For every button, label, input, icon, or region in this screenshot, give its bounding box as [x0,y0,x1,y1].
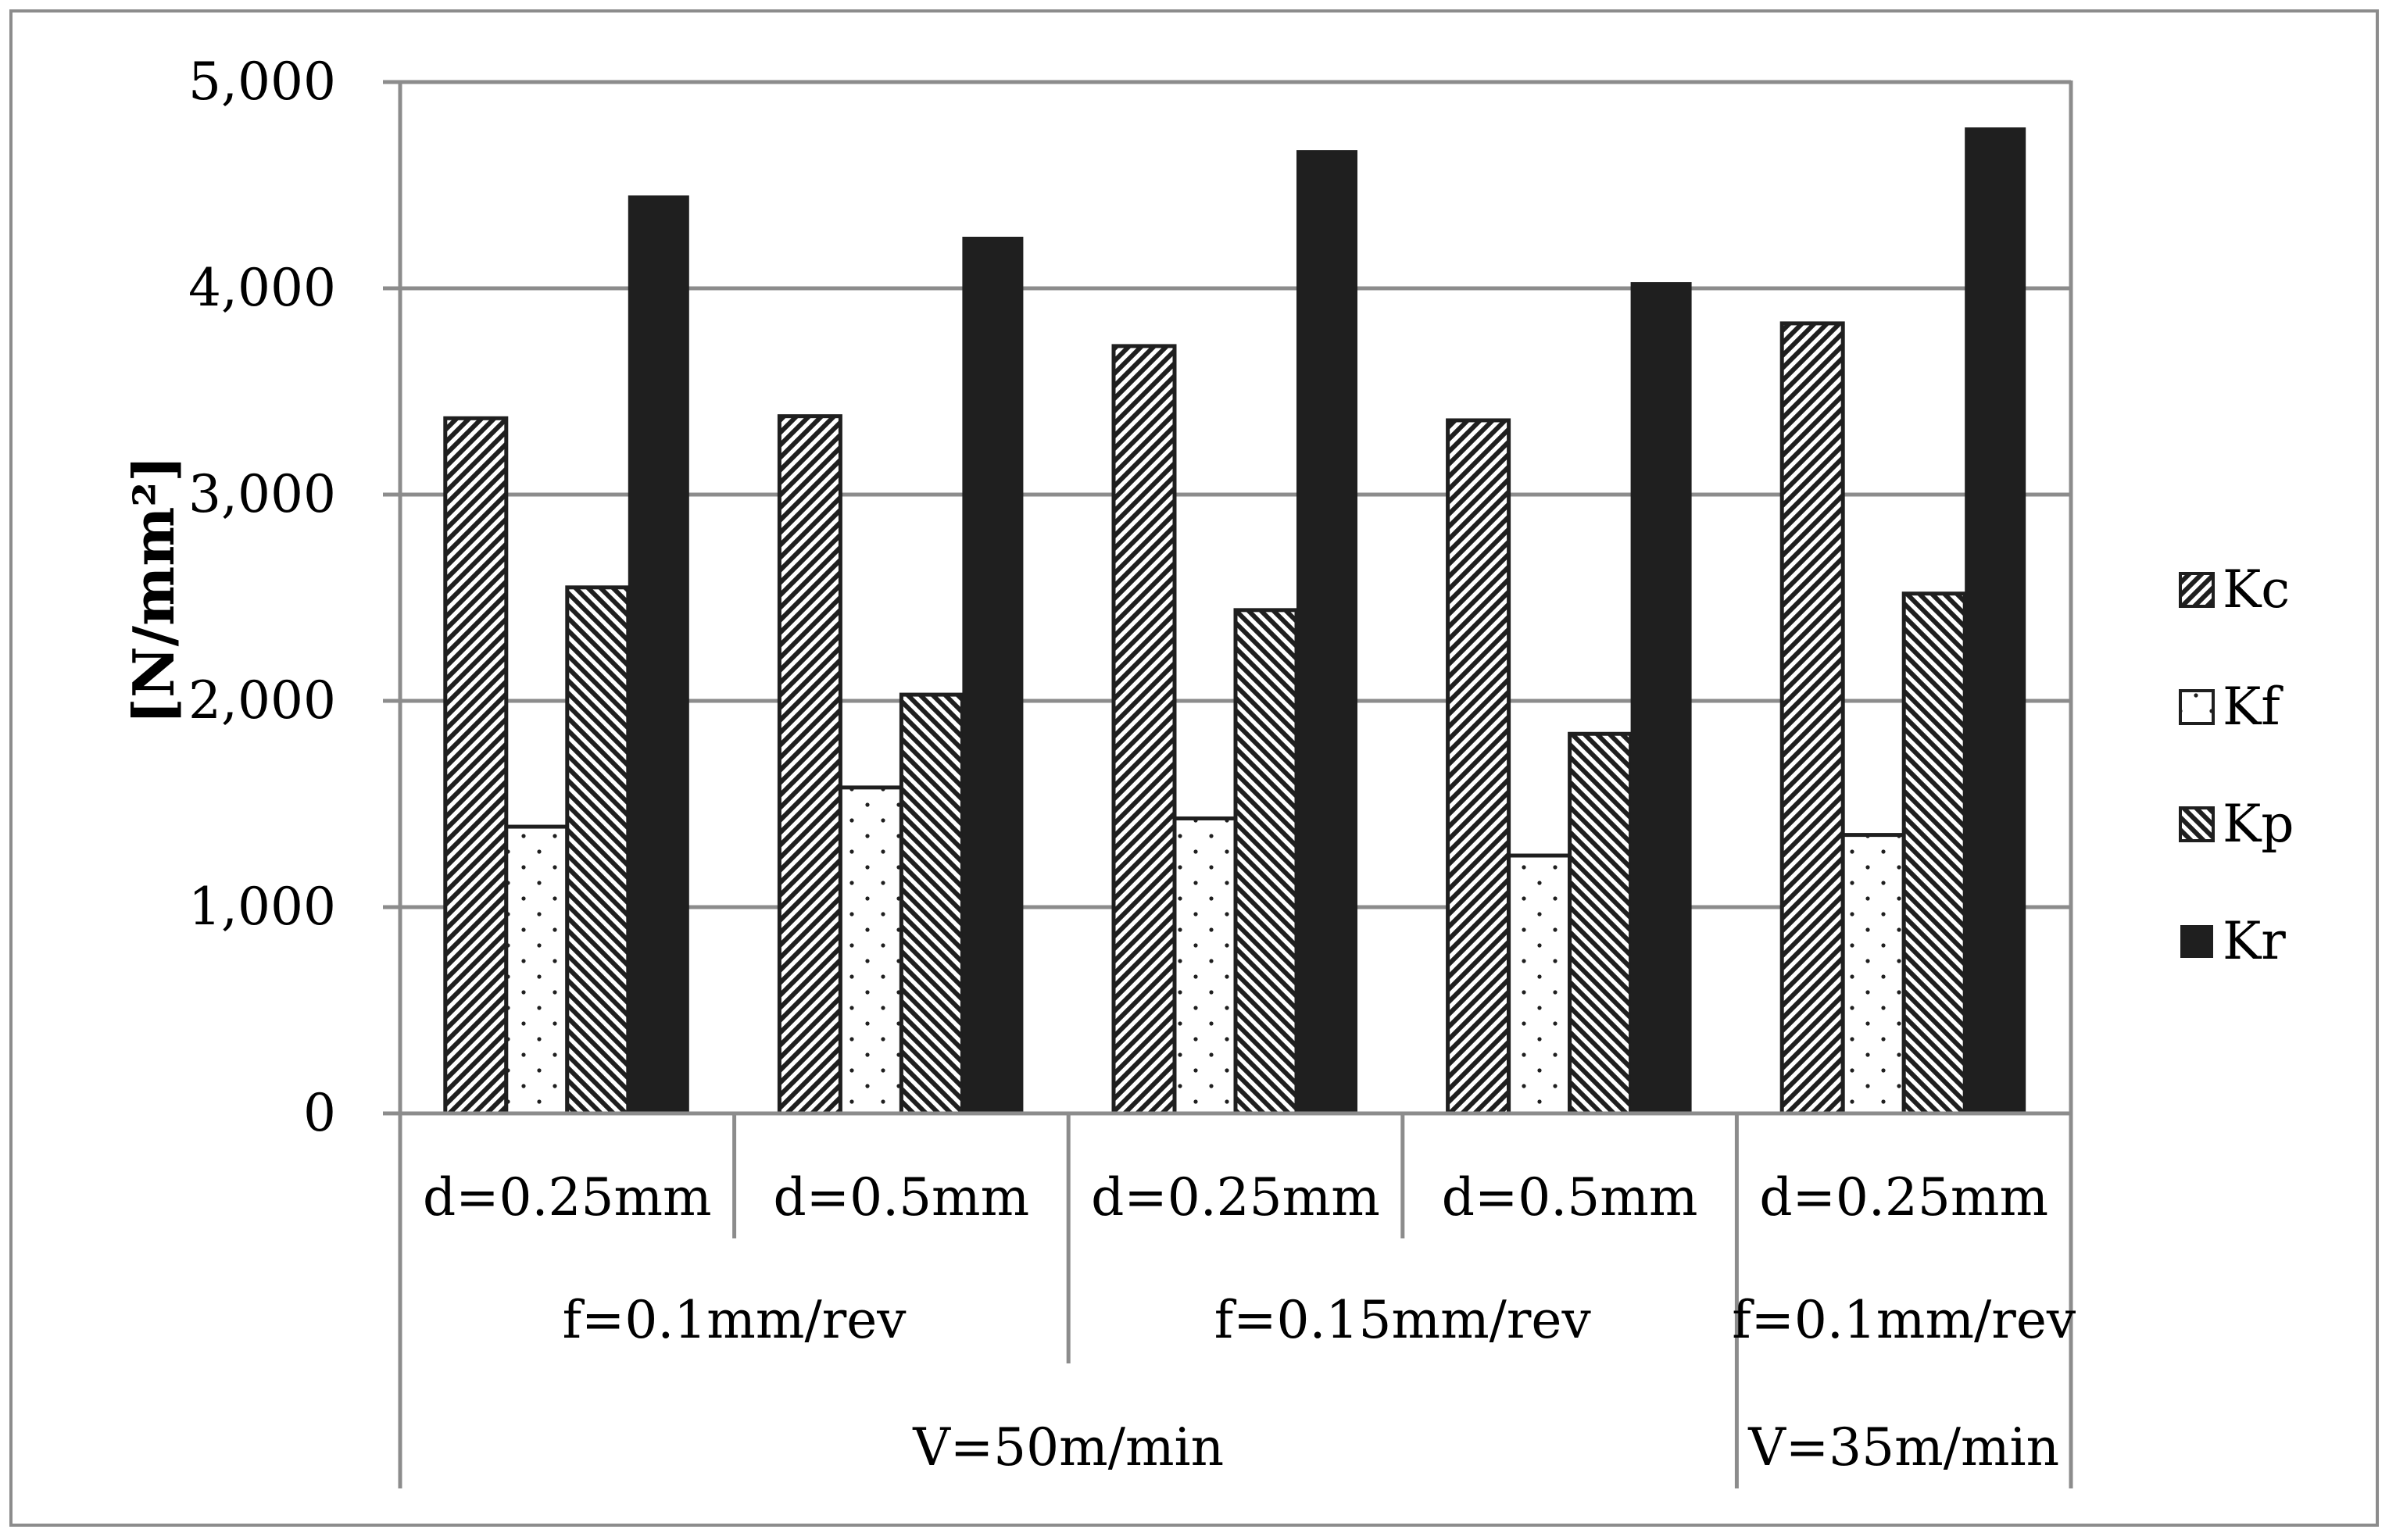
feed-group-label: f=0.1mm/rev [563,1290,907,1350]
bar-kp [1901,591,1967,1116]
bar-kp [899,692,964,1116]
y-tick-label: 2,000 [188,670,336,731]
y-tick-label: 3,000 [188,464,336,524]
legend-label-kc: Kc [2223,559,2290,620]
legend-label-kp: Kp [2223,794,2294,854]
bar-kp [1233,608,1299,1116]
y-tick-label: 1,000 [188,877,336,937]
bar-kp [565,585,631,1116]
speed-group-label: V=50m/min [912,1417,1224,1477]
bar-kc [777,414,842,1116]
feed-group-label: f=0.1mm/rev [1732,1290,2076,1350]
bar-kf [504,824,570,1116]
axes [383,80,2073,1488]
y-tick-label: 4,000 [188,258,336,318]
y-axis-label: [N/mm²] [120,456,187,724]
bar-kc [1446,418,1511,1116]
category-label: d=0.5mm [774,1167,1030,1227]
bar-kf [1507,853,1572,1116]
y-tick-label: 5,000 [188,52,336,112]
legend-swatch-kf [2179,689,2215,725]
legend-label-kf: Kf [2223,677,2283,737]
y-tick-labels: 0 1,000 2,000 3,000 4,000 5,000 [188,52,336,1143]
legend-swatch-kr [2180,925,2213,958]
bar-kr [628,195,689,1114]
bar-kf [1840,833,1906,1116]
bar-kr [962,237,1024,1113]
category-label: d=0.25mm [423,1167,712,1227]
category-labels: d=0.25mm d=0.5mm d=0.25mm d=0.5mm d=0.25mm f=… [423,1167,2076,1477]
bar-kf [1172,816,1238,1116]
bar-kc [1779,321,1845,1116]
bar-kc [443,416,509,1116]
speed-group-label: V=35m/min [1747,1417,2059,1477]
category-label: d=0.5mm [1442,1167,1698,1227]
legend: Kc Kf Kp Kr [2179,559,2294,971]
bar-kr [1630,282,1692,1114]
legend-swatch-kp [2179,806,2215,842]
bar-kp [1568,731,1633,1116]
bars [443,127,2026,1116]
y-tick-label: 0 [303,1083,336,1143]
bar-kc [1111,344,1177,1116]
bar-kf [838,785,903,1116]
legend-swatch-kc [2179,572,2215,608]
bar-kr [1965,127,2026,1114]
bar-kr [1296,150,1357,1113]
category-label: d=0.25mm [1759,1167,2048,1227]
feed-group-label: f=0.15mm/rev [1214,1290,1592,1350]
legend-label-kr: Kr [2223,911,2286,971]
category-label: d=0.25mm [1091,1167,1380,1227]
